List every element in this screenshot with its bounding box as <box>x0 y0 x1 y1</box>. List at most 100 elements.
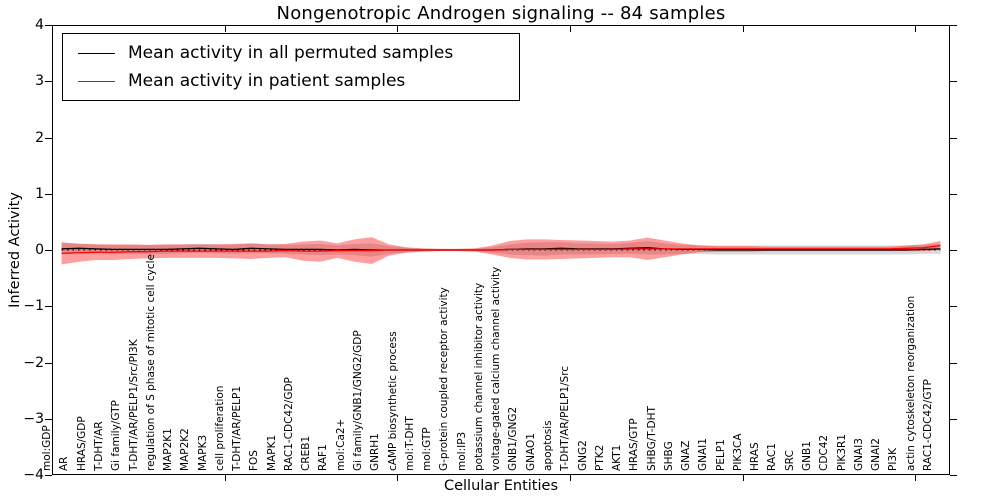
x-category-label: PIK3CA <box>731 433 744 471</box>
x-category-label: SRC <box>783 450 796 471</box>
x-category-label: AKT1 <box>611 444 623 471</box>
x-category-label: mol:GTP <box>421 427 434 471</box>
x-category-label: RAC1-CDC42/GTP <box>921 379 934 471</box>
x-tick-bottom <box>397 475 399 481</box>
x-category-label: voltage-gated calcium channel activity <box>490 266 503 471</box>
y-tick-label: −4 <box>23 467 44 483</box>
y-tick-label: −1 <box>23 298 44 315</box>
x-category-label: RAF1 <box>317 444 330 471</box>
x-category-label: regulation of S phase of mitotic cell cy… <box>144 254 157 471</box>
y-tick-left <box>45 81 52 83</box>
x-category-label: GNRH1 <box>369 433 382 471</box>
y-tick-left <box>45 362 52 364</box>
x-category-label: MAPK3 <box>196 434 209 471</box>
x-category-label: MAP2K1 <box>162 428 174 471</box>
x-category-label: mol:IP3 <box>455 431 468 471</box>
x-tick-bottom <box>570 475 572 481</box>
x-tick-bottom <box>742 475 744 481</box>
x-category-label: Gi family/GNB1/GNG2/GDP <box>352 330 364 471</box>
patient-line-swatch <box>78 80 115 82</box>
y-tick-label: 1 <box>35 185 44 202</box>
x-category-label: GNAI2 <box>870 438 883 471</box>
y-tick-label: 3 <box>35 73 44 90</box>
y-tick-label: 0 <box>35 242 44 258</box>
x-tick-top <box>915 26 917 32</box>
x-category-label: FOS <box>248 450 261 471</box>
legend-item-patient: Mean activity in patient samples <box>63 67 519 95</box>
x-category-label: GNAZ <box>680 440 693 471</box>
plot-area <box>52 25 950 475</box>
y-tick-right <box>950 475 957 476</box>
x-category-label: GNB1 <box>801 441 813 471</box>
x-tick-bottom <box>915 475 917 481</box>
x-category-label: PELP1 <box>714 439 727 471</box>
chart-canvas <box>61 237 941 265</box>
x-tick-top <box>742 26 744 32</box>
y-tick-label: −2 <box>23 354 44 371</box>
y-tick-left <box>45 475 52 476</box>
patient-std-band <box>61 237 941 265</box>
chart-title: Nongenotropic Androgen signaling -- 84 s… <box>276 3 726 24</box>
y-tick-left <box>45 250 52 251</box>
x-category-label: CDC42 <box>818 434 831 471</box>
x-category-label: MAPK1 <box>265 434 278 471</box>
x-category-label: T-DHT/AR/PELP1/Src <box>559 365 572 471</box>
x-tick-top <box>570 26 572 32</box>
x-category-label: G-protein coupled receptor activity <box>438 287 451 471</box>
x-category-label: mol:T-DHT <box>403 416 416 471</box>
x-category-label: GNAI3 <box>852 438 865 471</box>
x-category-label: cell proliferation <box>213 385 226 471</box>
legend: Mean activity in all permuted samples Me… <box>62 33 520 101</box>
y-tick-label: 4 <box>35 17 44 33</box>
x-axis-label: Cellular Entities <box>443 478 559 494</box>
x-tick-bottom <box>224 475 226 481</box>
y-tick-right <box>950 25 957 26</box>
x-category-label: GNB1/GNG2 <box>507 406 520 471</box>
patient-mean-line <box>61 244 941 255</box>
legend-label-permuted: Mean activity in all permuted samples <box>128 43 454 63</box>
x-category-label: HRAS/GTP <box>628 418 641 471</box>
y-tick-left <box>45 418 52 420</box>
x-category-label: T-DHT/AR/PELP1/Src/PI3K <box>127 339 140 471</box>
x-category-label: mol:GDP <box>41 425 54 471</box>
x-category-label: GNAI1 <box>697 438 710 471</box>
x-category-label: RAC1 <box>766 443 779 471</box>
x-category-label: HRAS/GDP <box>75 416 88 471</box>
x-category-label: potassium channel inhibitor activity <box>472 282 485 471</box>
x-category-label: AR <box>58 456 71 471</box>
y-tick-left <box>45 306 52 308</box>
x-category-label: T-DHT/AR/PELP1 <box>231 385 244 471</box>
x-category-label: HRAS <box>749 442 762 471</box>
permuted-std-band <box>61 241 941 257</box>
x-category-label: cAMP biosynthetic process <box>386 331 399 471</box>
x-category-label: GNAO1 <box>524 433 537 471</box>
x-category-label: mol:Ca2+ <box>334 418 347 471</box>
y-tick-right <box>950 137 957 139</box>
y-tick-left <box>45 137 52 139</box>
y-tick-right <box>950 250 957 251</box>
x-category-label: CREB1 <box>300 435 313 471</box>
y-tick-label: −3 <box>23 410 44 427</box>
x-category-label: PI3K <box>887 448 900 471</box>
x-category-label: Gi family/GTP <box>110 400 123 471</box>
y-tick-right <box>950 418 957 420</box>
y-tick-label: 2 <box>35 129 44 146</box>
y-tick-right <box>950 362 957 364</box>
x-category-label: SHBG/T-DHT <box>645 406 658 471</box>
y-tick-right <box>950 193 957 195</box>
y-tick-left <box>45 193 52 195</box>
x-category-label: PTK2 <box>593 444 606 471</box>
legend-item-permuted: Mean activity in all permuted samples <box>63 39 519 67</box>
x-tick-top <box>224 26 226 32</box>
x-category-label: actin cytoskeleton reorganization <box>904 295 917 471</box>
x-category-label: RAC1-CDC42/GDP <box>282 377 295 471</box>
permuted-line-swatch <box>78 52 115 54</box>
x-category-label: SHBG <box>662 441 675 471</box>
x-category-label: GNG2 <box>576 440 589 471</box>
x-category-label: apoptosis <box>541 420 554 471</box>
x-tick-top <box>397 26 399 32</box>
x-category-label: MAP2K2 <box>179 428 192 471</box>
x-category-label: T-DHT/AR <box>92 421 105 471</box>
y-tick-right <box>950 306 957 308</box>
